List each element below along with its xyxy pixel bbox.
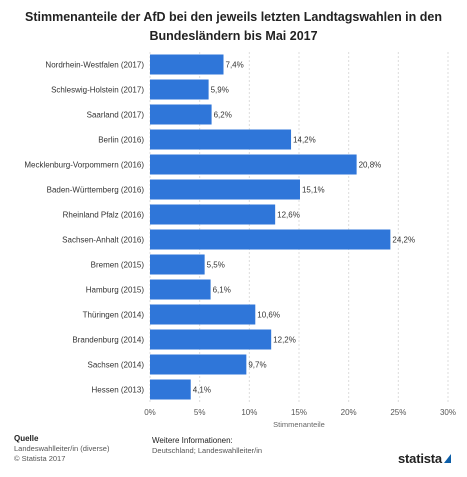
data-label: 12,2% [273,336,296,345]
source-heading: Quelle [14,434,39,443]
category-label: Mecklenburg-Vorpommern (2016) [24,161,144,170]
data-label: 10,6% [257,311,280,320]
data-label: 14,2% [293,136,316,145]
bar [150,279,211,300]
category-label: Rheinland Pfalz (2016) [63,211,145,220]
info-line: Deutschland; Landeswahlleiter/in [152,446,263,455]
category-label: Baden-Württemberg (2016) [47,186,145,195]
data-label: 12,6% [277,211,300,220]
source-block: Quelle Landeswahlleiter/in (diverse) © S… [14,434,109,464]
category-label: Schleswig-Holstein (2017) [51,86,144,95]
bar [150,104,212,125]
data-label: 4,1% [193,386,211,395]
category-label: Sachsen (2014) [88,361,145,370]
category-label: Thüringen (2014) [83,311,145,320]
category-label: Hessen (2013) [92,386,145,395]
category-label: Berlin (2016) [98,136,144,145]
category-label: Sachsen-Anhalt (2016) [62,236,144,245]
bar [150,304,256,325]
logo-text: statista [398,451,442,466]
source-line: Landeswahlleiter/in (diverse) [14,444,110,453]
data-label: 15,1% [302,186,325,195]
bar [150,229,391,250]
copyright: © Statista 2017 [14,454,66,463]
x-tick-label: 5% [194,408,206,417]
data-label: 7,4% [226,61,244,70]
bar [150,379,191,400]
category-label: Brandenburg (2014) [72,336,144,345]
bar [150,254,205,275]
chart-title: Stimmenanteile der AfD bei den jeweils l… [25,10,442,43]
x-axis-title: Stimmenanteile [273,420,325,429]
bar [150,329,272,350]
data-label: 5,5% [207,261,225,270]
x-tick-label: 25% [390,408,406,417]
x-tick-label: 15% [291,408,307,417]
x-tick-label: 20% [341,408,357,417]
bar [150,354,247,375]
category-label: Bremen (2015) [91,261,145,270]
bar [150,79,209,100]
data-label: 24,2% [392,236,415,245]
bar [150,129,292,150]
category-label: Hamburg (2015) [86,286,145,295]
x-tick-label: 10% [241,408,257,417]
data-label: 5,9% [211,86,229,95]
data-label: 20,8% [359,161,382,170]
x-tick-label: 0% [144,408,156,417]
bar [150,179,300,200]
statista-arrow-icon [443,454,451,463]
category-label: Saarland (2017) [87,111,145,120]
statista-logo[interactable]: statista [398,451,451,466]
data-label: 9,7% [248,361,266,370]
data-label: 6,2% [214,111,232,120]
bar [150,54,224,75]
info-heading: Weitere Informationen: [152,436,233,445]
info-block: Weitere Informationen: Deutschland; Land… [152,436,262,456]
data-label: 6,1% [213,286,231,295]
bar [150,204,276,225]
bar [150,154,357,175]
x-tick-label: 30% [440,408,456,417]
category-label: Nordrhein-Westfalen (2017) [45,61,144,70]
